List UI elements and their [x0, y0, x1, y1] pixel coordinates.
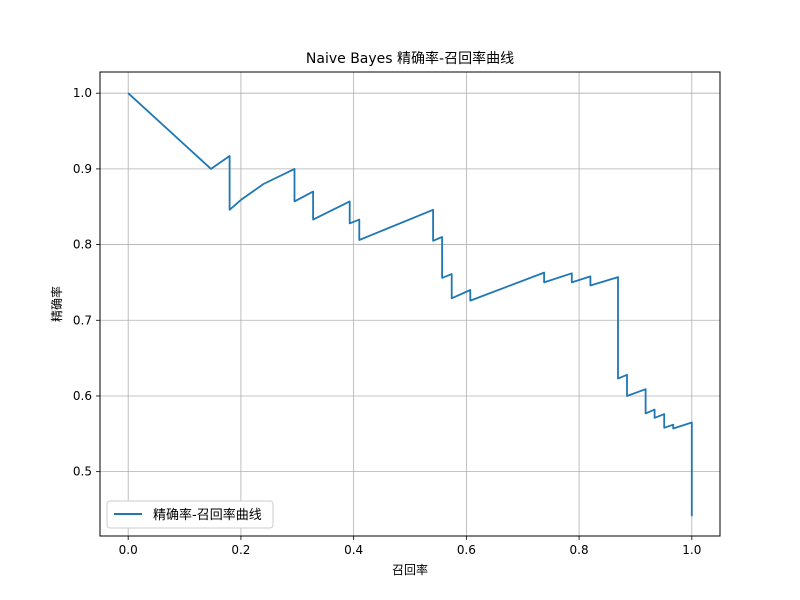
- legend-label: 精确率-召回率曲线: [153, 507, 262, 523]
- y-tick-label: 0.5: [73, 465, 92, 479]
- x-tick-label: 0.0: [119, 543, 138, 557]
- y-tick-label: 1.0: [73, 86, 92, 100]
- x-tick-label: 1.0: [682, 543, 701, 557]
- y-tick-label: 0.9: [73, 162, 92, 176]
- x-tick-label: 0.2: [231, 543, 250, 557]
- legend-box: [106, 500, 274, 529]
- plot-frame: [99, 71, 721, 537]
- y-axis-label: 精确率: [49, 286, 64, 322]
- y-tick-label: 0.6: [73, 389, 92, 403]
- grid: [100, 72, 720, 536]
- x-tick-label: 0.8: [570, 543, 589, 557]
- y-tick-label: 0.8: [73, 238, 92, 252]
- series: [127, 92, 693, 517]
- x-axis-label: 召回率: [392, 562, 428, 577]
- ticks: 0.0 0.2 0.4 0.6 0.8 1.0 0.5 0.6 0.7 0.8 0.9 1.0: [73, 86, 701, 557]
- y-tick-label: 0.7: [73, 313, 92, 327]
- x-tick-label: 0.6: [457, 543, 476, 557]
- chart-title: Naive Bayes 精确率-召回率曲线: [306, 50, 514, 67]
- legend: 精确率-召回率曲线: [106, 500, 274, 529]
- x-tick-label: 0.4: [344, 543, 363, 557]
- pr-curve-line: [127, 92, 693, 517]
